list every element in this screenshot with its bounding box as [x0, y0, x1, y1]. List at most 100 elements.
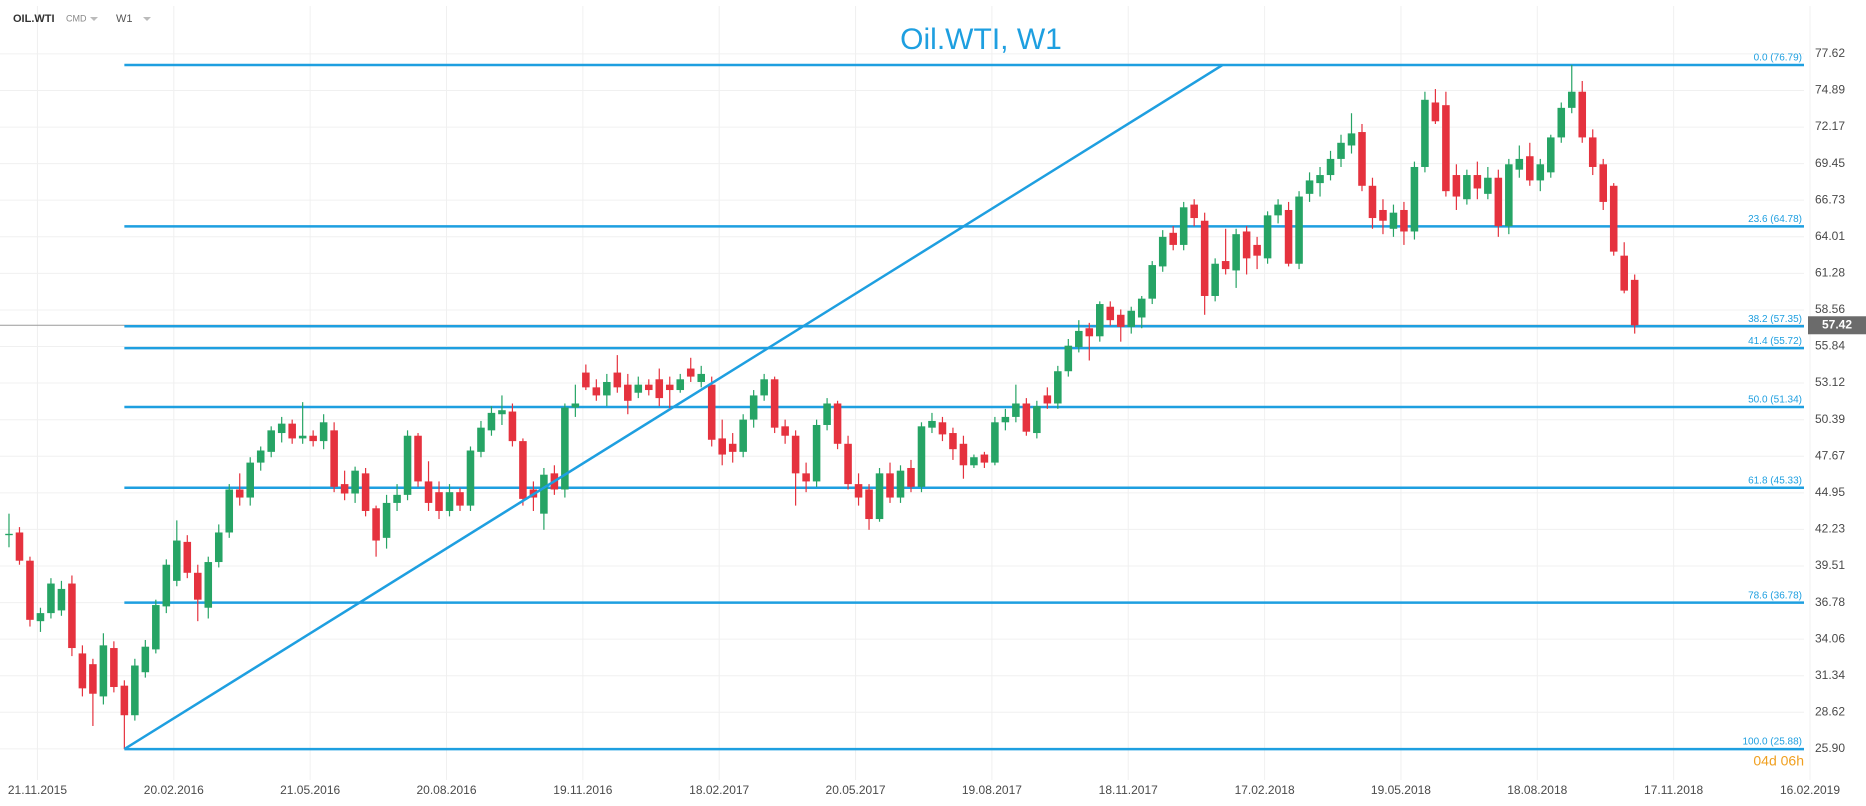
candle-body — [812, 424, 821, 482]
candle-body — [99, 645, 108, 697]
candle-body — [1484, 177, 1492, 194]
y-tick-label: 47.67 — [1815, 448, 1845, 462]
candle-body — [634, 384, 643, 393]
countdown: 04d 06h — [1753, 753, 1804, 769]
candle-body — [1096, 304, 1104, 337]
dropdown-arrow[interactable] — [143, 17, 151, 21]
candle-body — [194, 572, 202, 600]
candle-body — [1326, 158, 1335, 176]
candle-body — [1578, 91, 1587, 138]
candle-body — [267, 430, 275, 452]
x-tick-label: 16.02.2019 — [1780, 783, 1840, 797]
y-tick-label: 34.06 — [1815, 631, 1845, 645]
y-tick-label: 25.90 — [1815, 741, 1845, 755]
candle-body — [330, 430, 338, 487]
candle-body — [917, 426, 926, 487]
candle-body — [141, 646, 150, 673]
candle-body — [1316, 175, 1324, 184]
candle-body — [1431, 102, 1440, 122]
candle-body — [1200, 220, 1209, 296]
candle-body — [571, 403, 580, 408]
candle-body — [319, 422, 328, 442]
price-marker-label: 57.42 — [1822, 317, 1852, 331]
candle-body — [131, 665, 139, 716]
candle-body — [1106, 306, 1115, 321]
y-tick-label: 44.95 — [1815, 485, 1845, 499]
candle-body — [1536, 164, 1545, 181]
dropdown-arrow[interactable] — [90, 17, 98, 21]
candle-body — [760, 379, 768, 396]
candle-body — [1012, 403, 1020, 417]
candle-body — [1452, 175, 1461, 197]
candle-body — [1043, 395, 1052, 404]
candle-body — [865, 489, 873, 520]
candle-body — [1358, 132, 1366, 186]
candle-body — [403, 435, 412, 495]
candle-body — [456, 492, 464, 506]
candle-body — [15, 532, 24, 561]
candle-body — [1609, 185, 1618, 252]
candle-body — [1305, 180, 1314, 194]
interval[interactable]: W1 — [116, 13, 133, 25]
candle-body — [477, 427, 485, 452]
candle-body — [256, 450, 265, 463]
symbol[interactable]: OIL.WTI — [13, 13, 55, 25]
x-tick-label: 21.11.2015 — [8, 783, 67, 797]
candle-body — [1001, 416, 1010, 423]
candle-body — [1295, 196, 1303, 264]
grid — [0, 6, 1811, 780]
candle-body — [57, 588, 66, 611]
fib-label: 41.4 (55.72) — [1748, 336, 1802, 347]
x-tick-label: 21.05.2016 — [280, 783, 340, 797]
y-tick-label: 55.84 — [1815, 339, 1845, 353]
candle-body — [749, 395, 758, 420]
candle-body — [1253, 244, 1261, 256]
fib-label: 0.0 (76.79) — [1754, 53, 1802, 64]
candle-body — [288, 423, 296, 439]
candle-body — [466, 450, 475, 506]
candle-body — [928, 420, 936, 428]
candle-body — [603, 381, 611, 396]
candle-body — [120, 685, 129, 716]
candle-body — [487, 412, 496, 431]
fib-label: 78.6 (36.78) — [1748, 590, 1802, 601]
candle-body — [1211, 263, 1219, 296]
y-tick-label: 72.17 — [1815, 119, 1845, 133]
candle-body — [1179, 207, 1188, 245]
candle-body — [791, 435, 800, 474]
x-tick-label: 20.08.2016 — [416, 783, 476, 797]
candle-body — [1630, 279, 1639, 326]
x-tick-label: 17.02.2018 — [1235, 783, 1295, 797]
candle-body — [1588, 137, 1597, 167]
candle-body — [498, 410, 506, 415]
candle-body — [1127, 310, 1136, 327]
candle-body — [1158, 236, 1167, 267]
candle-body — [896, 470, 905, 498]
candle-body — [686, 368, 695, 377]
candle-body — [1505, 164, 1513, 227]
instrument-group[interactable]: CMD — [66, 13, 87, 23]
candle-body — [1368, 185, 1377, 219]
candle-body — [1473, 175, 1482, 189]
y-tick-label: 61.28 — [1815, 266, 1845, 280]
candle-body — [1557, 107, 1566, 138]
fib-label: 38.2 (57.35) — [1748, 314, 1802, 325]
y-tick-label: 77.62 — [1815, 46, 1845, 60]
candle-body — [36, 613, 45, 622]
candle-body — [844, 443, 852, 485]
candle-body — [1242, 231, 1251, 259]
candle-body — [854, 484, 863, 498]
y-tick-label: 66.73 — [1815, 192, 1845, 206]
candle-body — [697, 373, 705, 382]
candle-body — [5, 533, 13, 536]
candle-body — [414, 435, 422, 482]
candle-body — [718, 438, 726, 455]
candle-body — [382, 502, 391, 538]
candle-body — [802, 473, 810, 482]
x-tick-label: 20.02.2016 — [144, 783, 204, 797]
y-tick-label: 53.12 — [1815, 375, 1845, 389]
y-tick-label: 28.62 — [1815, 704, 1845, 718]
candle-body — [1274, 204, 1282, 216]
candle-body — [728, 443, 737, 452]
